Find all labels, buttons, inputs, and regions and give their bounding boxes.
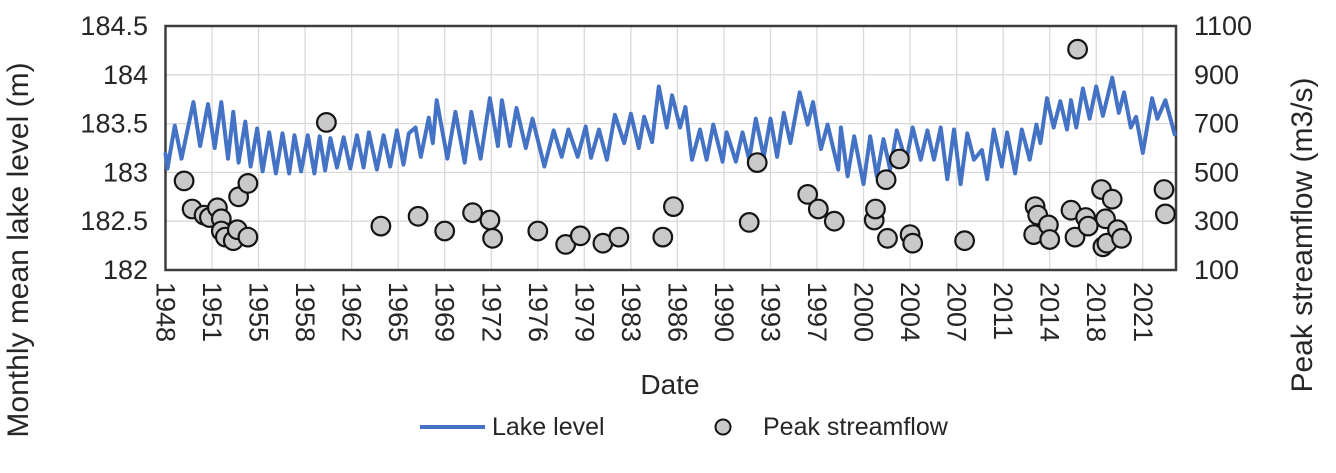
y-right-tick-label: 900 <box>1194 60 1239 90</box>
peak-streamflow-point <box>237 226 259 248</box>
y-right-tick-label: 1100 <box>1194 11 1252 41</box>
legend-peak-streamflow-label: Peak streamflow <box>763 413 949 441</box>
peak-streamflow-point <box>877 227 898 249</box>
peak-streamflow-point <box>407 205 429 227</box>
peak-streamflow-point <box>1064 226 1086 248</box>
y-left-tick-label: 183.5 <box>80 109 148 139</box>
peak-streamflow-point <box>807 198 829 220</box>
legend: Lake level Peak streamflow <box>420 413 949 441</box>
x-tick-label: 1993 <box>755 282 785 342</box>
y-right-tick-label: 300 <box>1194 206 1239 236</box>
peak-streamflow-point <box>608 226 630 248</box>
peak-streamflow-point <box>237 172 259 194</box>
y-right-tick-label: 500 <box>1194 157 1239 187</box>
x-tick-label: 2004 <box>895 282 925 342</box>
x-axis-title: Date <box>640 369 699 400</box>
x-tick-label: 1962 <box>337 282 367 342</box>
peak-streamflow-point <box>1101 188 1123 210</box>
peak-streamflow-point <box>1154 203 1176 225</box>
tick-layer: 184.5 184 183.5 183 182.5 182 1100 900 700 500 300… <box>80 11 1252 342</box>
x-tick-label: 1983 <box>616 282 646 342</box>
x-tick-label: 1979 <box>569 282 599 342</box>
peak-streamflow-point <box>875 169 897 191</box>
x-tick-label: 1958 <box>290 282 320 342</box>
peak-streamflow-point <box>316 111 337 133</box>
y-right-tick-label: 700 <box>1194 109 1239 139</box>
peak-streamflow-point <box>462 202 484 224</box>
plot-border <box>164 24 1178 272</box>
x-tick-label: 2014 <box>1035 282 1065 342</box>
peak-streamflow-point <box>889 148 910 170</box>
peak-streamflow-point <box>1039 229 1061 250</box>
x-tick-label: 2011 <box>988 282 1018 340</box>
x-tick-label: 2007 <box>942 282 972 342</box>
x-tick-label: 2018 <box>1081 282 1111 342</box>
peak-streamflow-point <box>746 152 768 174</box>
peak-streamflow-point <box>1111 227 1132 249</box>
peak-streamflow-point <box>479 209 501 231</box>
peak-streamflow-point <box>482 227 504 249</box>
x-tick-label: 1976 <box>523 282 553 342</box>
y-left-tick-label: 182.5 <box>80 206 148 236</box>
y-left-tick-label: 183 <box>103 157 148 187</box>
x-tick-label: 1951 <box>197 282 227 342</box>
peak-streamflow-point <box>434 220 456 242</box>
y-left-tick-label: 184.5 <box>80 11 148 41</box>
y-left-tick-label: 184 <box>103 60 148 90</box>
x-tick-label: 2021 <box>1128 282 1158 342</box>
legend-peak-marker <box>714 418 732 436</box>
peak-streamflow-point <box>902 232 924 254</box>
peak-streamflow-point <box>663 196 684 218</box>
x-tick-label: 1948 <box>151 282 181 342</box>
peak-streamflow-point <box>1077 215 1099 237</box>
peak-streamflow-point <box>797 183 819 205</box>
y-right-tick-label: 100 <box>1194 255 1239 285</box>
lake-level-line <box>163 75 1177 187</box>
x-tick-label: 1997 <box>802 282 832 342</box>
peak-streamflow-point <box>865 198 886 220</box>
peak-streamflow-point <box>370 215 392 237</box>
peak-streamflow-point <box>738 211 760 233</box>
y-right-axis-title: Peak streamflow (m3/s) <box>1286 77 1319 392</box>
peak-streamflow-point <box>823 210 845 232</box>
x-tick-label: 2000 <box>849 282 879 342</box>
peak-streamflow-point <box>954 230 975 252</box>
y-left-tick-label: 182 <box>103 255 148 285</box>
series-layer <box>163 38 1177 258</box>
x-tick-label: 1986 <box>662 282 692 342</box>
peak-streamflow-point <box>173 170 195 192</box>
x-tick-label: 1990 <box>709 282 739 342</box>
x-tick-label: 1972 <box>476 282 506 342</box>
x-tick-label: 1965 <box>383 282 413 342</box>
peak-streamflow-point <box>569 225 591 247</box>
peak-streamflow-point <box>1067 38 1088 60</box>
peak-streamflow-point <box>527 220 549 242</box>
y-left-axis-title: Monthly mean lake level (m) <box>2 62 35 437</box>
x-tick-label: 1955 <box>244 282 274 342</box>
x-tick-label: 1969 <box>430 282 460 342</box>
peak-streamflow-point <box>1153 179 1175 200</box>
peak-streamflow-point <box>652 226 674 248</box>
legend-lake-level-label: Lake level <box>492 413 605 441</box>
